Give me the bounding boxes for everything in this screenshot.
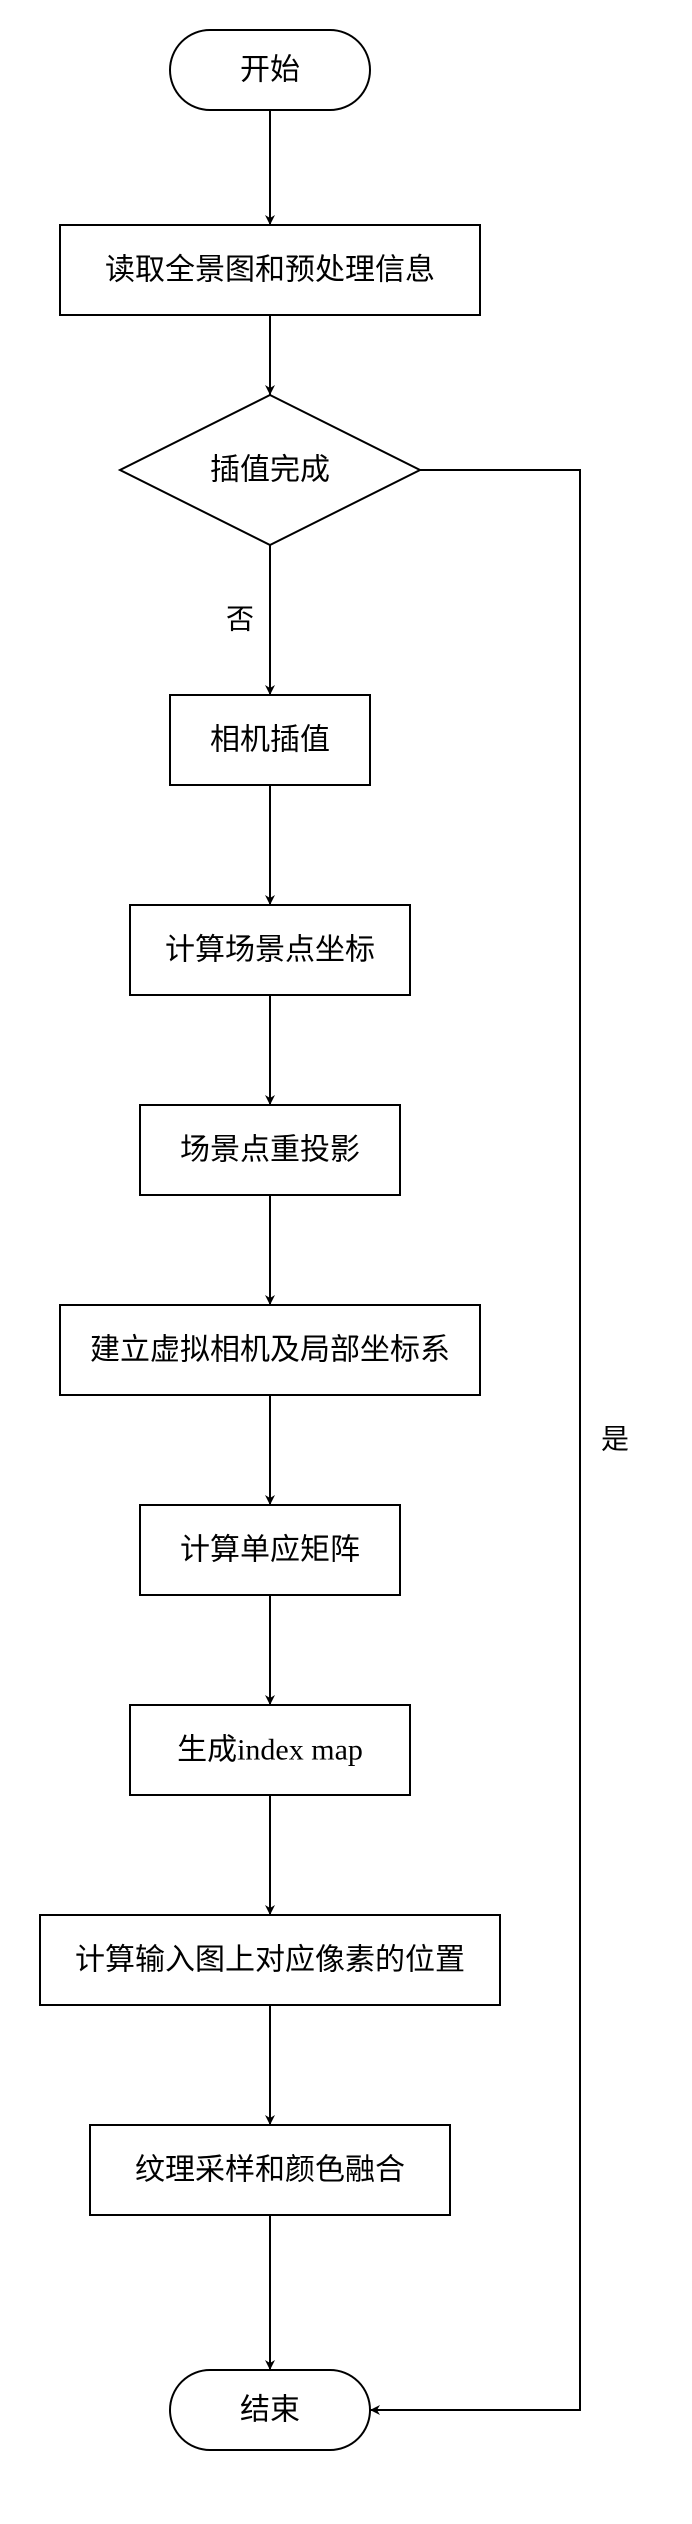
- node-reproj: 场景点重投影: [140, 1105, 400, 1195]
- node-start: 开始: [170, 30, 370, 110]
- edge-label-decide-interp: 否: [226, 605, 254, 636]
- node-scene: 计算场景点坐标: [130, 905, 410, 995]
- label-interp: 相机插值: [210, 724, 330, 757]
- label-scene: 计算场景点坐标: [165, 934, 375, 967]
- label-texture: 纹理采样和颜色融合: [135, 2154, 405, 2187]
- flowchart-canvas: 否是 开始读取全景图和预处理信息插值完成相机插值计算场景点坐标场景点重投影建立虚拟…: [0, 0, 692, 2524]
- node-end: 结束: [170, 2370, 370, 2450]
- label-homog: 计算单应矩阵: [180, 1534, 360, 1567]
- label-end: 结束: [240, 2394, 300, 2427]
- node-indexmap: 生成index map: [130, 1705, 410, 1795]
- node-homog: 计算单应矩阵: [140, 1505, 400, 1595]
- node-pixpos: 计算输入图上对应像素的位置: [40, 1915, 500, 2005]
- node-virtcam: 建立虚拟相机及局部坐标系: [60, 1305, 480, 1395]
- node-read: 读取全景图和预处理信息: [60, 225, 480, 315]
- label-pixpos: 计算输入图上对应像素的位置: [75, 1944, 465, 1977]
- label-indexmap: 生成index map: [177, 1734, 363, 1767]
- label-decide: 插值完成: [210, 454, 330, 487]
- node-decide: 插值完成: [120, 395, 420, 545]
- node-texture: 纹理采样和颜色融合: [90, 2125, 450, 2215]
- label-reproj: 场景点重投影: [180, 1134, 360, 1167]
- edge-decide-end: [370, 470, 580, 2410]
- edge-label-decide-end: 是: [601, 1425, 629, 1456]
- label-start: 开始: [240, 54, 300, 87]
- label-virtcam: 建立虚拟相机及局部坐标系: [90, 1334, 450, 1367]
- label-read: 读取全景图和预处理信息: [105, 254, 435, 287]
- node-interp: 相机插值: [170, 695, 370, 785]
